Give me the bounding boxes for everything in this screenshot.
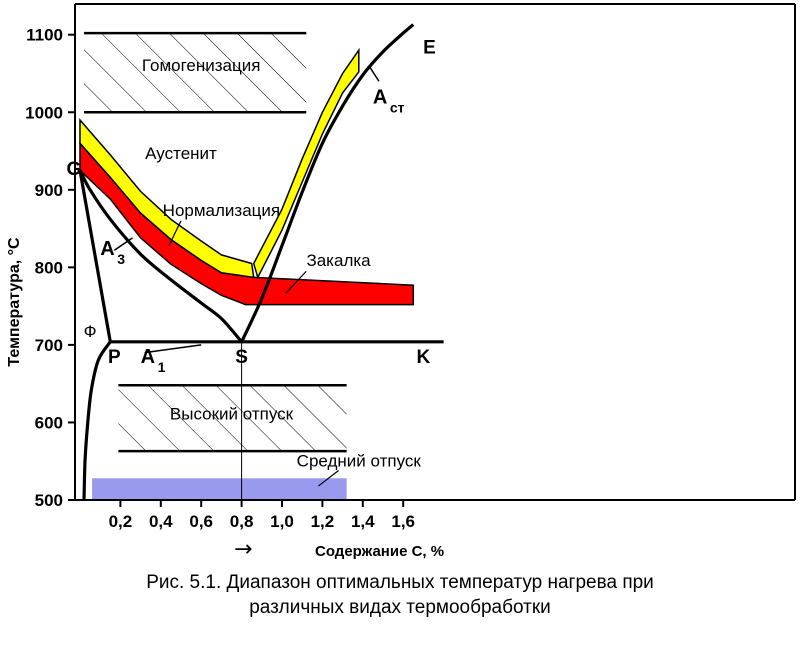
annotation-austenite: Аустенит <box>145 144 217 163</box>
point-label-p: P <box>108 347 121 368</box>
line-Acm <box>240 23 415 343</box>
point-label-k: K <box>417 347 431 368</box>
x-tick-label: 0,4 <box>149 512 173 531</box>
y-tick-label: 700 <box>35 336 63 355</box>
line-label-main: A <box>373 87 387 109</box>
band-normalization-right <box>252 47 360 280</box>
annotation-leader-line <box>317 470 339 487</box>
y-tick-label: 900 <box>35 181 63 200</box>
y-tick-label: 800 <box>35 258 63 277</box>
line-PQ <box>82 340 112 501</box>
annotation-leader-line <box>285 270 307 294</box>
y-tick-label: 600 <box>35 413 63 432</box>
annotation-phi: Ф <box>84 322 97 341</box>
annotation-leader-line <box>168 220 182 246</box>
y-tick-label: 500 <box>35 491 63 510</box>
line-label-leader <box>144 344 202 354</box>
line-label-subscript: 3 <box>117 251 125 267</box>
y-tick-label: 1100 <box>26 26 63 45</box>
point-label-g: G <box>67 159 82 180</box>
axes: 500 600 700 800 900 1000 1100 0,2 0,4 0,6 0,8 1,0 1,… <box>6 3 796 562</box>
figure-caption-line-2: различных видах термообработки <box>249 597 551 618</box>
line-label-main: A <box>141 346 155 368</box>
x-tick-label: 1,2 <box>311 512 335 531</box>
annotation-normalization: Нормализация <box>163 201 280 220</box>
band-homogenization <box>84 33 307 113</box>
x-tick-label: 1,4 <box>351 512 375 531</box>
y-axis-title: Температура, °C <box>6 237 23 367</box>
band-medium_tempering <box>92 478 347 500</box>
band-normalization-left <box>79 117 255 279</box>
x-axis-title: Содержание C, % <box>315 543 444 560</box>
region-bands <box>84 31 347 500</box>
band-high_tempering <box>118 385 347 452</box>
point-label-e: E <box>423 37 436 58</box>
line-label-leader <box>368 65 380 82</box>
y-tick-label: 1000 <box>25 103 63 122</box>
x-tick-label: 1,0 <box>270 512 294 531</box>
annotation-high_tempering: Высокий отпуск <box>170 404 294 423</box>
line-A3 <box>78 169 243 343</box>
band-quenching <box>79 141 415 306</box>
annotation-medium_tempering: Средний отпуск <box>297 452 422 471</box>
x-tick-label: 0,2 <box>109 512 133 531</box>
line-label-subscript: ст <box>390 100 405 116</box>
chart-labels: Гомогенизация Аустенит Нормализация Закалка… <box>67 37 436 487</box>
treatment-fills <box>79 47 415 306</box>
line-label-subscript: 1 <box>158 359 166 375</box>
x-tick-label: 1,6 <box>391 512 415 531</box>
line-label-main: A <box>100 238 114 260</box>
line-GP <box>78 170 112 343</box>
figure-caption-line-1: Рис. 5.1. Диапазон оптимальных температу… <box>146 572 654 593</box>
line-label-leader <box>113 237 133 251</box>
annotation-quenching: Закалка <box>306 251 371 270</box>
point-label-s: S <box>235 347 248 368</box>
x-tick-label: 0,6 <box>189 512 213 531</box>
annotation-homogenization: Гомогенизация <box>142 56 261 75</box>
x-tick-label: 0,8 <box>230 512 254 531</box>
phase-lines <box>78 23 444 501</box>
x-axis-arrow: → <box>234 537 252 562</box>
